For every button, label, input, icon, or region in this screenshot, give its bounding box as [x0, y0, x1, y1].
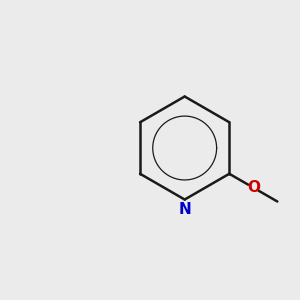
Text: O: O: [247, 180, 260, 195]
Text: N: N: [178, 202, 191, 217]
